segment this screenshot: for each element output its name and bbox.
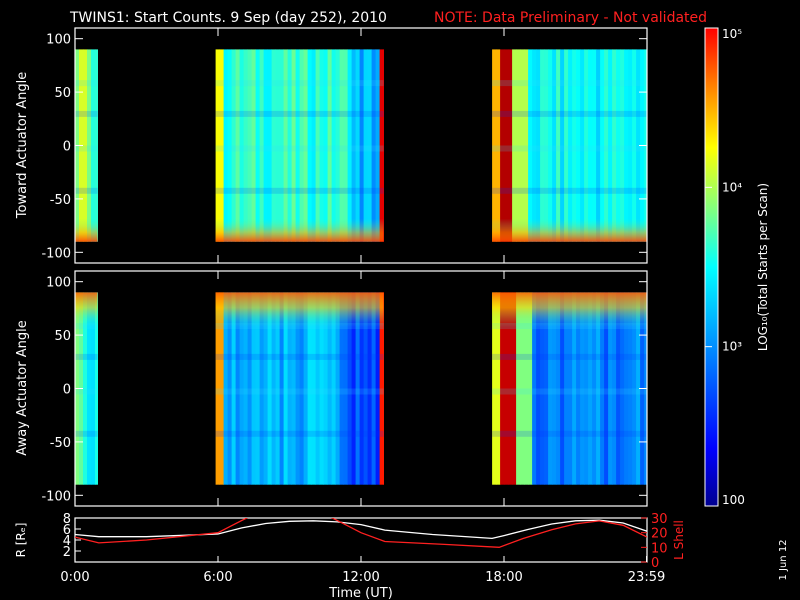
away-heatmap: [75, 292, 648, 485]
x-axis-label: Time (UT): [328, 586, 393, 600]
r-ytick-label: 2: [63, 545, 71, 560]
toward-ytick-label: 0: [63, 140, 71, 155]
toward-y-axis: 100 50 0 -50 -100: [41, 28, 648, 263]
toward-actuator-panel: 100 50 0 -50 -100 Toward Actuator Angle: [15, 27, 648, 264]
figure-title: TWINS1: Start Counts. 9 Sep (day 252), 2…: [69, 10, 387, 26]
colorbar-tick-label: 10⁴: [722, 180, 742, 194]
heatmap-edge-intensity: [215, 292, 384, 485]
r-axis-label: R [Rₑ]: [14, 523, 28, 558]
away-ytick-label: -100: [41, 489, 71, 504]
l-shell-axis-label: L Shell: [672, 520, 686, 560]
heatmap-edge-intensity: [492, 49, 647, 242]
l-shell-series-line: [75, 518, 647, 548]
r-ytick-label: 4: [63, 534, 71, 549]
xtick-label: 0:00: [60, 570, 89, 585]
away-ytick-label: -50: [50, 436, 71, 451]
colorbar: 10⁵ 10⁴ 10³ 100 LOG₁₀(Total Starts per Scan…: [704, 27, 770, 507]
away-ytick-label: 50: [54, 329, 71, 344]
l-shell-ytick-label: 30: [651, 512, 668, 527]
toward-y-label: Toward Actuator Angle: [15, 72, 30, 219]
away-y-label: Away Actuator Angle: [15, 320, 30, 455]
xtick-label: 12:00: [342, 570, 379, 585]
xtick-label: 18:00: [485, 570, 522, 585]
colorbar-tick-label: 100: [722, 493, 745, 507]
l-shell-ytick-label: 10: [651, 541, 668, 556]
preliminary-note: NOTE: Data Preliminary - Not validated: [434, 10, 707, 26]
r-ytick-label: 6: [63, 523, 71, 538]
colorbar-label: LOG₁₀(Total Starts per Scan): [756, 183, 770, 351]
colorbar-gradient: [705, 28, 718, 506]
heatmap-edge-intensity: [75, 292, 98, 485]
orbit-lines: [75, 518, 647, 548]
l-shell-ytick-label: 0: [651, 556, 659, 571]
r-series-line: [75, 519, 647, 540]
xtick-label: 23:59: [628, 570, 665, 585]
r-ytick-label: 8: [63, 512, 71, 527]
l-shell-ytick-label: 20: [651, 527, 668, 542]
colorbar-tick-label: 10⁵: [722, 27, 742, 41]
away-y-axis: 100 50 0 -50 -100: [41, 271, 648, 506]
away-actuator-panel: 100 50 0 -50 -100 Away Actuator Angle: [15, 270, 648, 507]
date-stamp: 1 Jun 12: [778, 539, 789, 580]
colorbar-tick-label: 10³: [722, 340, 742, 354]
toward-ytick-label: -100: [41, 246, 71, 261]
heatmap-edge-intensity: [492, 292, 647, 485]
toward-heatmap: [75, 49, 648, 242]
toward-ytick-label: 50: [54, 86, 71, 101]
xtick-label: 6:00: [203, 570, 232, 585]
heatmap-edge-intensity: [75, 49, 98, 242]
toward-ytick-label: 100: [46, 33, 71, 48]
heatmap-edge-intensity: [215, 49, 384, 242]
colorbar-ticks: 10⁵ 10⁴ 10³ 100: [705, 27, 745, 507]
away-ytick-label: 0: [63, 383, 71, 398]
away-ytick-label: 100: [46, 276, 71, 291]
toward-ytick-label: -50: [50, 193, 71, 208]
